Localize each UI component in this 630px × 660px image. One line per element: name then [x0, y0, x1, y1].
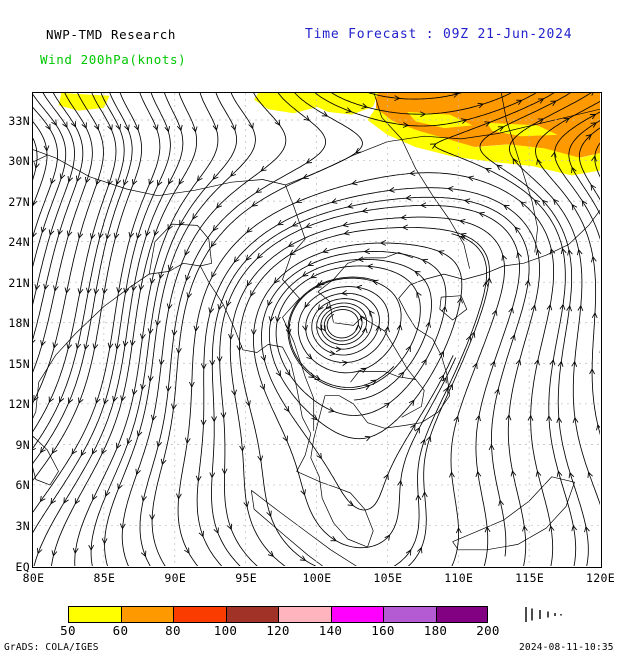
y-tick-12N: 12N [8, 397, 30, 412]
x-tick-90E: 90E [164, 571, 187, 585]
y-tick-24N: 24N [8, 235, 30, 250]
y-tick-30N: 30N [8, 154, 30, 169]
coastline-19 [500, 93, 538, 253]
y-tick-3N: 3N [15, 518, 30, 533]
y-tick-9N: 9N [15, 437, 30, 452]
streamline-arrows [33, 93, 600, 561]
colorbar-tick-80: 80 [165, 623, 181, 638]
streamlines [33, 93, 600, 566]
chart-subtitle: Wind 200hPa(knots) [40, 52, 187, 67]
coastline-3 [313, 279, 451, 440]
x-tick-105E: 105E [373, 571, 403, 585]
y-tick-33N: 33N [8, 113, 30, 128]
y-tick-18N: 18N [8, 316, 30, 331]
x-tick-100E: 100E [302, 571, 332, 585]
coastline-4 [424, 209, 600, 280]
coastline-2 [296, 433, 374, 548]
y-tick-21N: 21N [8, 275, 30, 290]
colorbar-segment-50-60 [68, 606, 121, 623]
colorbar-tick-50: 50 [60, 623, 76, 638]
page-title: NWP-TMD Research [46, 27, 177, 42]
y-tick-6N: 6N [15, 478, 30, 493]
y-tick-27N: 27N [8, 194, 30, 209]
coastline-7 [452, 476, 575, 551]
coastline-0 [33, 271, 170, 419]
colorbar-tick-200: 200 [476, 623, 500, 638]
colorbar-segment-140-160 [330, 606, 383, 623]
coastline-1 [168, 262, 312, 434]
coastline-10 [33, 149, 286, 197]
colorbar-segment-120-140 [278, 606, 331, 623]
colorbar-over-extend [522, 606, 562, 623]
colorbar-segment-180-200 [435, 606, 488, 623]
coastline-5 [439, 295, 468, 321]
y-tick-15N: 15N [8, 356, 30, 371]
x-tick-80E: 80E [22, 571, 45, 585]
x-tick-85E: 85E [93, 571, 116, 585]
colorbar-tick-60: 60 [112, 623, 129, 638]
coastline-6 [250, 490, 357, 566]
coastline-18 [373, 93, 470, 269]
coastline-14 [317, 252, 414, 292]
streamline-map-plot [32, 92, 602, 568]
colorbar-tick-180: 180 [423, 623, 448, 638]
colorbar-tick-100: 100 [213, 623, 238, 638]
colorbar-tick-140: 140 [318, 623, 343, 638]
colorbar-segment-160-180 [383, 606, 436, 623]
colorbar [68, 606, 488, 623]
forecast-time-label: Time Forecast : 09Z 21-Jun-2024 [305, 27, 573, 42]
x-tick-115E: 115E [515, 571, 545, 585]
grads-credit: GrADS: COLA/IGES [4, 642, 99, 653]
colorbar-tick-160: 160 [371, 623, 395, 638]
colorbar-tick-120: 120 [266, 623, 290, 638]
x-tick-110E: 110E [444, 571, 474, 585]
isotach-shading [58, 93, 600, 176]
y-tick-EQ: EQ [15, 559, 30, 574]
colorbar-segment-100-120 [225, 606, 278, 623]
x-tick-120E: 120E [586, 571, 615, 585]
colorbar-segment-60-80 [120, 606, 173, 623]
colorbar-segment-80-100 [173, 606, 226, 623]
coastline-9 [33, 436, 59, 486]
coastline-16 [350, 371, 416, 383]
render-timestamp: 2024-08-11-10:35 [519, 642, 614, 653]
coastline-13 [282, 184, 315, 431]
x-tick-95E: 95E [235, 571, 257, 585]
